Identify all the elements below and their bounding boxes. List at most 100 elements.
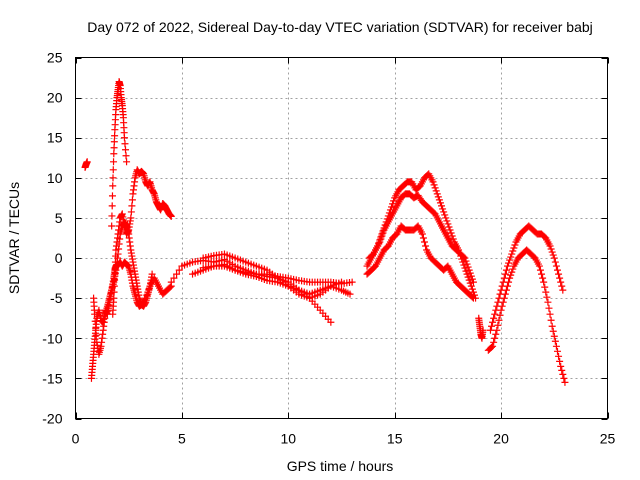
data-point [549, 251, 557, 259]
data-point [558, 366, 566, 374]
data-point [108, 202, 116, 210]
data-point [429, 178, 437, 186]
plot-frame [75, 57, 608, 419]
data-point [548, 322, 556, 330]
data-point [467, 282, 475, 290]
data-point [92, 324, 100, 332]
data-point [556, 357, 564, 365]
data-point [466, 279, 474, 287]
data-point [492, 306, 500, 314]
series-pass-12 [365, 170, 480, 302]
data-point [111, 276, 119, 284]
data-point [464, 273, 472, 281]
data-point [460, 261, 468, 269]
data-point [448, 232, 456, 240]
data-point [110, 282, 118, 290]
series-pass-14 [484, 246, 569, 386]
data-point [327, 318, 335, 326]
data-point [376, 236, 384, 244]
data-point [494, 298, 502, 306]
data-point [496, 290, 504, 298]
data-point [550, 254, 558, 262]
data-point [173, 270, 181, 278]
data-point [490, 338, 498, 346]
data-point [109, 182, 117, 190]
data-point [496, 311, 504, 319]
data-point [384, 212, 392, 220]
data-point [455, 246, 463, 254]
x-tick-label: 5 [178, 431, 186, 447]
data-point [444, 220, 452, 228]
data-point [430, 181, 438, 189]
series-pass-13 [475, 314, 487, 342]
data-point [463, 260, 471, 268]
data-point [443, 217, 451, 225]
data-point [462, 267, 470, 275]
data-point [459, 258, 467, 266]
data-point [502, 266, 510, 274]
data-point [108, 212, 116, 220]
data-point [382, 218, 390, 226]
data-point [559, 370, 567, 378]
data-point [110, 150, 118, 158]
data-point [486, 326, 494, 334]
y-axis-label: SDTVAR / TECUs [6, 182, 22, 294]
data-point [442, 214, 450, 222]
data-point [386, 206, 394, 214]
data-point [506, 256, 514, 264]
data-point [493, 302, 501, 310]
data-point [540, 278, 548, 286]
data-point [561, 378, 569, 386]
data-point [549, 327, 557, 335]
data-point [120, 134, 128, 142]
data-point [110, 288, 118, 296]
data-point [109, 174, 117, 182]
data-point [552, 342, 560, 350]
y-tick-label: -5 [50, 290, 63, 306]
data-point [422, 242, 430, 250]
data-point [439, 205, 447, 213]
x-tick-label: 0 [72, 431, 80, 447]
y-tick-label: 10 [47, 170, 63, 186]
data-point [552, 262, 560, 270]
data-point [170, 274, 178, 282]
data-point [166, 283, 174, 291]
data-point [446, 226, 454, 234]
data-point [555, 352, 563, 360]
data-point [489, 342, 497, 350]
data-point [420, 238, 428, 246]
y-tick-label: 25 [47, 50, 63, 66]
data-point [556, 274, 564, 282]
data-point [498, 282, 506, 290]
x-tick-label: 15 [387, 431, 403, 447]
data-point [490, 314, 498, 322]
data-point [548, 248, 556, 256]
tick-labels: 0 5 10 15 20 25 -20 -15 -10 -5 0 5 10 15 20 25 [42, 50, 615, 447]
data-point [495, 316, 503, 324]
data-point [431, 184, 439, 192]
data-point [507, 253, 515, 261]
data-point [419, 234, 427, 242]
axis-ticks [75, 57, 609, 420]
data-point [488, 322, 496, 330]
data-point [458, 255, 466, 263]
data-point [557, 278, 565, 286]
data-point [111, 264, 119, 272]
data-point [447, 229, 455, 237]
data-point [551, 258, 559, 266]
data-point [111, 132, 119, 140]
data-point [449, 235, 457, 243]
data-point [110, 158, 118, 166]
data-point [510, 244, 518, 252]
data-point [503, 262, 511, 270]
series-pass-5 [109, 166, 175, 318]
data-point [538, 270, 546, 278]
data-point [469, 278, 477, 286]
y-tick-label: 15 [47, 130, 63, 146]
series-pass-15 [486, 222, 567, 334]
data-point [167, 278, 175, 286]
data-point [108, 222, 116, 230]
data-point [389, 200, 397, 208]
x-tick-label: 10 [281, 431, 297, 447]
data-point [108, 192, 116, 200]
